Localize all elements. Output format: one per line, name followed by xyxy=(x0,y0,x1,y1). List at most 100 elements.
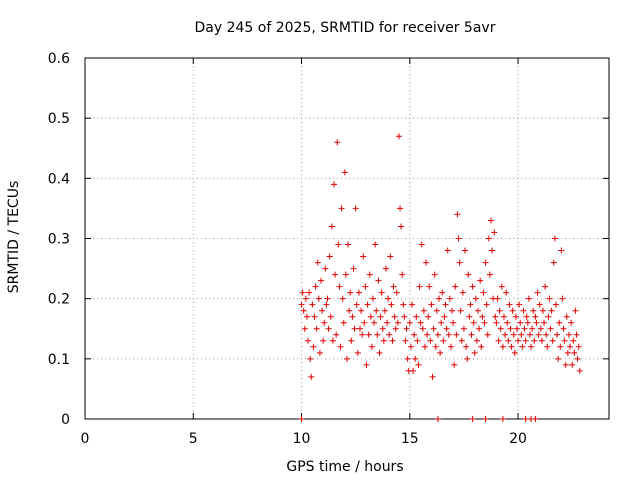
data-point xyxy=(502,331,509,338)
data-point xyxy=(430,325,437,332)
data-point xyxy=(303,313,310,320)
data-point xyxy=(307,355,314,362)
data-point xyxy=(411,331,418,338)
data-point xyxy=(420,307,427,314)
x-axis-label: GPS time / hours xyxy=(286,459,403,475)
data-point xyxy=(472,295,479,302)
data-point xyxy=(452,283,459,290)
data-point xyxy=(491,229,498,236)
data-point xyxy=(444,247,451,254)
data-point xyxy=(562,361,569,368)
data-point xyxy=(572,307,579,314)
data-point xyxy=(537,325,544,332)
data-point xyxy=(531,337,538,344)
data-point xyxy=(413,313,420,320)
data-point xyxy=(550,259,557,266)
data-point xyxy=(366,271,373,278)
x-tick-label: 20 xyxy=(509,431,527,447)
data-point xyxy=(335,241,342,248)
data-point xyxy=(356,325,363,332)
data-point xyxy=(565,331,572,338)
data-point xyxy=(466,313,473,320)
data-point xyxy=(320,337,327,344)
data-point xyxy=(558,247,565,254)
data-point xyxy=(445,331,452,338)
data-point xyxy=(372,241,379,248)
data-point xyxy=(348,337,355,344)
data-point xyxy=(449,307,456,314)
data-point xyxy=(536,301,543,308)
data-point xyxy=(496,307,503,314)
data-point xyxy=(455,235,462,242)
data-point xyxy=(326,253,333,260)
data-point xyxy=(416,283,423,290)
y-tick-label: 0.3 xyxy=(48,232,70,248)
data-point xyxy=(352,205,359,212)
data-point xyxy=(543,331,550,338)
data-point xyxy=(539,307,546,314)
data-point xyxy=(417,319,424,326)
data-point xyxy=(547,325,554,332)
data-point xyxy=(389,337,396,344)
data-point xyxy=(482,416,489,422)
data-point xyxy=(344,355,350,362)
data-point xyxy=(327,313,334,320)
data-point xyxy=(511,349,518,356)
data-point xyxy=(446,295,453,302)
data-point xyxy=(521,325,528,332)
data-point xyxy=(468,331,475,338)
data-point xyxy=(548,307,555,314)
data-point xyxy=(367,313,374,320)
data-points xyxy=(298,133,583,422)
data-point xyxy=(345,241,352,248)
data-point xyxy=(494,295,501,302)
data-point xyxy=(483,301,490,308)
data-point xyxy=(378,289,385,296)
y-tick-label: 0.6 xyxy=(48,51,70,67)
data-point xyxy=(410,367,417,374)
data-point xyxy=(429,373,436,380)
data-point xyxy=(508,343,515,350)
data-point xyxy=(523,313,530,320)
data-point xyxy=(575,343,582,350)
data-point xyxy=(436,295,443,302)
data-point xyxy=(315,295,322,302)
data-point xyxy=(573,331,580,338)
data-point xyxy=(384,319,391,326)
data-point xyxy=(532,416,539,422)
data-point xyxy=(379,325,386,332)
data-point xyxy=(510,331,517,338)
data-point xyxy=(515,337,522,344)
data-point xyxy=(570,337,577,344)
x-tick-label: 10 xyxy=(293,431,311,447)
data-point xyxy=(481,319,488,326)
data-point xyxy=(349,313,356,320)
data-point xyxy=(365,331,372,338)
data-point xyxy=(442,301,449,308)
data-point xyxy=(421,343,428,350)
grid-lines xyxy=(85,58,609,419)
data-point xyxy=(328,223,335,230)
data-point xyxy=(334,139,341,146)
data-point xyxy=(437,349,444,356)
data-point xyxy=(337,343,344,350)
data-point xyxy=(505,337,512,344)
data-point xyxy=(376,349,383,356)
data-point xyxy=(544,343,551,350)
data-point xyxy=(393,289,400,296)
data-point xyxy=(559,295,566,302)
data-point xyxy=(571,349,578,356)
data-point xyxy=(560,325,567,332)
data-point xyxy=(385,295,392,302)
data-point xyxy=(325,325,332,332)
y-tick-label: 0.2 xyxy=(48,292,70,308)
data-point xyxy=(451,361,458,368)
data-point xyxy=(484,331,491,338)
data-point xyxy=(465,271,472,278)
y-tick-label: 0.5 xyxy=(48,111,70,127)
data-point xyxy=(513,325,520,332)
data-point xyxy=(457,307,464,314)
data-point xyxy=(564,349,571,356)
data-point xyxy=(300,307,307,314)
chart-title: Day 245 of 2025, SRMTID for receiver 5av… xyxy=(195,20,496,36)
